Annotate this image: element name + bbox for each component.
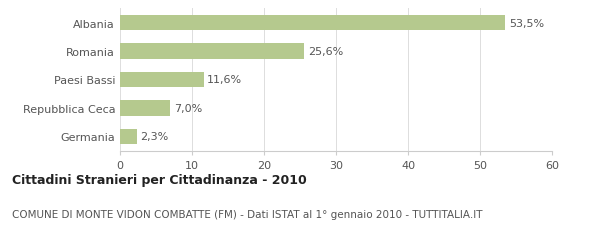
Bar [120, 129, 137, 145]
Text: 2,3%: 2,3% [140, 132, 169, 142]
Bar [120, 16, 505, 31]
Text: 11,6%: 11,6% [207, 75, 242, 85]
Text: 7,0%: 7,0% [174, 104, 202, 114]
Text: COMUNE DI MONTE VIDON COMBATTE (FM) - Dati ISTAT al 1° gennaio 2010 - TUTTITALIA: COMUNE DI MONTE VIDON COMBATTE (FM) - Da… [12, 210, 482, 220]
Text: 53,5%: 53,5% [509, 19, 544, 28]
Bar [120, 101, 170, 116]
Text: 25,6%: 25,6% [308, 47, 343, 57]
Text: Cittadini Stranieri per Cittadinanza - 2010: Cittadini Stranieri per Cittadinanza - 2… [12, 173, 307, 186]
Bar [120, 44, 304, 60]
Bar [120, 72, 203, 88]
